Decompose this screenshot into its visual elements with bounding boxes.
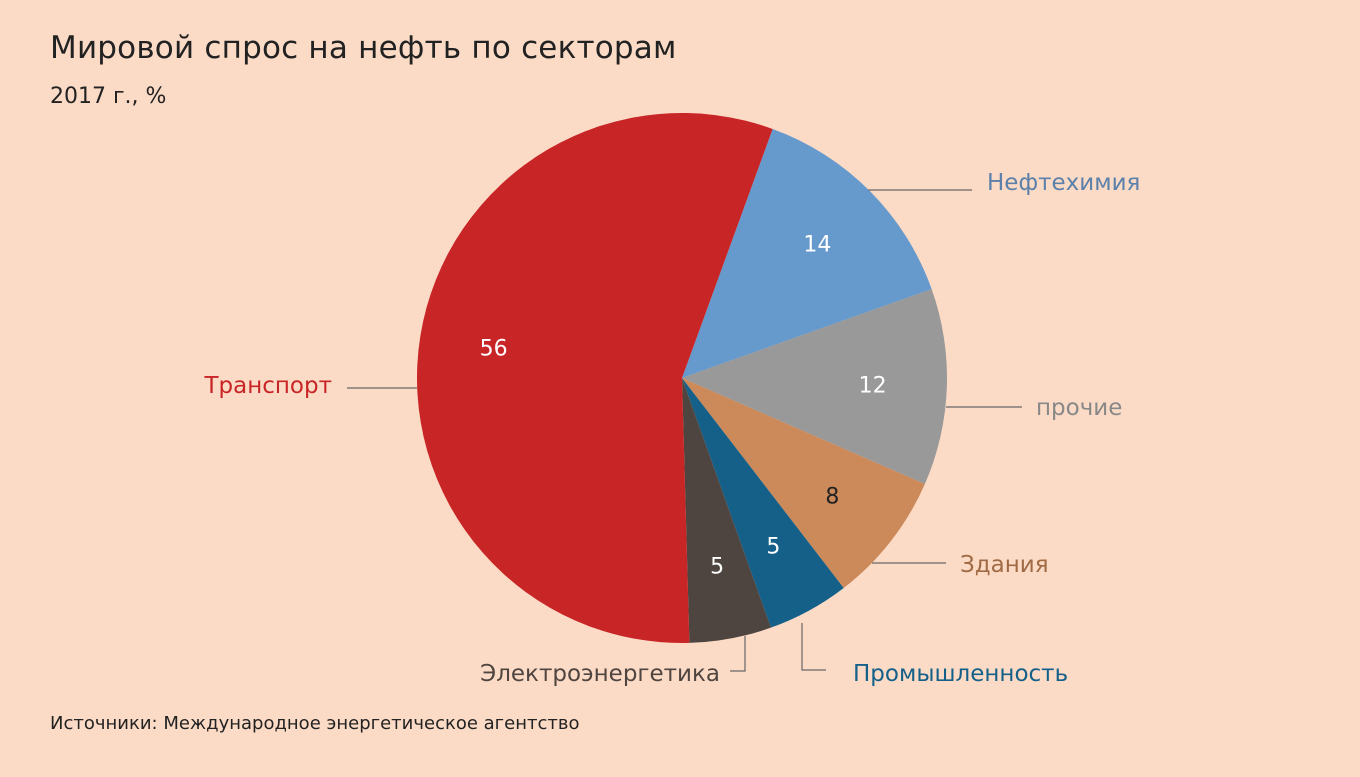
pie-slice-buildings bbox=[682, 378, 925, 588]
value-label-other: 12 bbox=[859, 374, 887, 399]
category-label-petrochemicals: Нефтехимия bbox=[987, 170, 1140, 196]
pie-slice-petrochemicals bbox=[682, 128, 932, 378]
pie-slice-transport bbox=[417, 113, 773, 644]
chart-title: Мировой спрос на нефть по секторам bbox=[50, 30, 677, 66]
chart-subtitle: 2017 г., % bbox=[50, 84, 167, 109]
category-label-power: Электроэнергетика bbox=[480, 661, 720, 687]
category-label-other: прочие bbox=[1036, 395, 1122, 421]
category-label-industry: Промышленность bbox=[853, 661, 1068, 687]
chart-source: Источники: Международное энергетическое … bbox=[50, 713, 580, 734]
pie-slice-power bbox=[682, 378, 771, 643]
category-label-transport: Транспорт bbox=[203, 373, 332, 399]
pie-slice-other bbox=[682, 289, 947, 485]
leader-lines bbox=[347, 189, 1022, 672]
pie-slices bbox=[417, 113, 947, 644]
value-label-transport: 56 bbox=[480, 336, 508, 361]
leader-line-power bbox=[730, 636, 746, 672]
value-label-industry: 5 bbox=[766, 535, 780, 560]
leader-line-industry bbox=[801, 623, 826, 671]
value-label-buildings: 8 bbox=[825, 484, 839, 509]
value-label-petrochemicals: 14 bbox=[803, 233, 831, 258]
category-labels: Нефтехимия прочие Здания Промышленность Элек… bbox=[203, 170, 1140, 687]
pie-slice-industry bbox=[682, 378, 844, 628]
value-labels: 14 12 8 5 5 56 bbox=[480, 233, 887, 580]
value-label-power: 5 bbox=[710, 555, 724, 580]
category-label-buildings: Здания bbox=[960, 552, 1049, 578]
